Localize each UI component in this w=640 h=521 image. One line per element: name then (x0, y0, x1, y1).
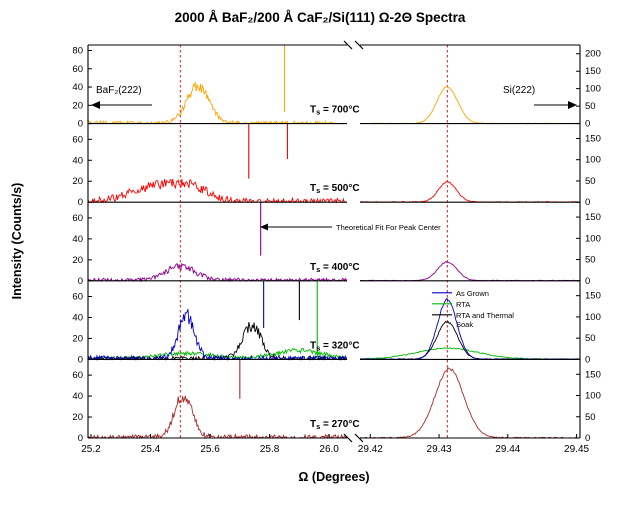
x-axis-label: Ω (Degrees) (298, 470, 370, 484)
left-tick-label: 0 (78, 197, 83, 208)
left-tick-label: 40 (72, 391, 83, 402)
right-tick-label: 0 (585, 354, 590, 365)
panel-temp-label: Ts = 700°C (310, 105, 360, 117)
axis-break-mark (343, 40, 353, 50)
left-tick-label: 60 (72, 134, 83, 145)
right-tick-label: 150 (585, 212, 601, 223)
left-tick-label: 0 (78, 276, 83, 287)
right-tick-label: 100 (585, 84, 601, 95)
left-tick-label: 0 (78, 354, 83, 365)
left-tick-label: 20 (72, 176, 83, 187)
right-tick-label: 100 (585, 233, 601, 244)
right-tick-label: 0 (585, 276, 590, 287)
left-tick-label: 20 (72, 333, 83, 344)
left-tick-label: 20 (72, 255, 83, 266)
left-tick-label: 40 (72, 312, 83, 323)
left-tick-label: 0 (78, 119, 83, 130)
left-tick-label: 60 (72, 213, 83, 224)
x-tick-label: 29.45 (564, 444, 589, 455)
left-tick-label: 0 (78, 433, 83, 444)
si-arrow-head (568, 101, 577, 109)
si-222-label: Si(222) (503, 85, 535, 96)
left-tick-label: 40 (72, 155, 83, 166)
left-tick-label: 40 (72, 82, 83, 93)
left-tick-label: 60 (72, 64, 83, 75)
x-tick-label: 25.2 (81, 444, 101, 455)
panel-temp-label: Ts = 400°C (310, 262, 360, 274)
right-tick-label: 0 (585, 433, 590, 444)
x-tick-label: 29.44 (495, 444, 520, 455)
right-tick-label: 50 (585, 333, 596, 344)
axis-break-mark (354, 433, 364, 443)
right-tick-label: 100 (585, 391, 601, 402)
axis-break-mark (343, 433, 353, 443)
legend-label: As Grown (456, 289, 489, 298)
legend-label: RTA (456, 300, 470, 309)
x-tick-label: 25.8 (260, 444, 280, 455)
x-tick-label: 25.4 (141, 444, 161, 455)
series-left-as-grown (87, 178, 347, 204)
left-tick-label: 20 (72, 412, 83, 423)
x-tick-label: 29.42 (358, 444, 383, 455)
legend-label: Soak (456, 320, 473, 329)
series-left-rta-thermal-soak (87, 322, 348, 362)
right-tick-label: 0 (585, 119, 590, 130)
x-tick-label: 29.43 (427, 444, 452, 455)
series-right-as-grown (359, 181, 581, 203)
panel-temp-label: Ts = 320°C (310, 340, 360, 352)
right-tick-label: 200 (585, 49, 601, 60)
right-tick-label: 50 (585, 176, 596, 187)
x-tick-label: 26.0 (319, 444, 339, 455)
left-tick-label: 60 (72, 292, 83, 303)
series-right-rta (359, 347, 581, 360)
right-tick-label: 50 (585, 412, 596, 423)
left-tick-label: 40 (72, 234, 83, 245)
right-tick-label: 100 (585, 155, 601, 166)
series-left-as-grown (87, 262, 348, 283)
left-tick-label: 80 (72, 45, 83, 56)
baf2-222-label: BaF₂(222) (96, 85, 142, 96)
right-tick-label: 150 (585, 369, 601, 380)
right-tick-label: 50 (585, 255, 596, 266)
right-tick-label: 150 (585, 66, 601, 77)
chart-title: 2000 Å BaF₂/200 Å CaF₂/Si(111) Ω-2Θ Spec… (174, 10, 466, 25)
fit-annotation-label: Theoretical Fit For Peak Center (336, 223, 441, 232)
panel-temp-label: Ts = 500°C (310, 183, 360, 195)
series-left-as-grown (87, 81, 347, 125)
axis-break-mark (354, 40, 364, 50)
series-left-as-grown (87, 395, 348, 440)
right-tick-label: 150 (585, 133, 601, 144)
panel-4: 0 20 40 60 0 50 100 150 Ts = 270°C (72, 359, 601, 444)
panel-1: 0 20 40 60 0 50 100 150 Ts = 500°C (72, 123, 601, 208)
right-tick-label: 50 (585, 101, 596, 112)
baf2-arrow-head (91, 101, 100, 109)
y-axis-label: Intensity (Counts/s) (10, 182, 24, 300)
panel-temp-label: Ts = 270°C (310, 419, 360, 431)
series-right-as-grown (359, 367, 581, 439)
right-tick-label: 150 (585, 291, 601, 302)
series-left-as-grown (87, 309, 347, 362)
right-tick-label: 0 (585, 197, 590, 208)
fit-arrow-head (260, 223, 268, 231)
left-tick-label: 60 (72, 370, 83, 381)
annotations: BaF₂(222) Si(222) Theoretical Fit For Peak… (91, 85, 577, 232)
right-tick-label: 100 (585, 312, 601, 323)
left-tick-label: 20 (72, 100, 83, 111)
panel-2: 0 20 40 60 0 50 100 150 Ts = 400°C (72, 202, 601, 287)
legend-label: RTA and Thermal (456, 311, 514, 320)
axes-frame: 25.2 25.4 25.6 25.8 26.0 29.42 29.43 29.44 29.45 (81, 40, 590, 455)
panel-3: 0 20 40 60 0 50 100 150 Ts = 320°C (72, 280, 601, 365)
series-right-as-grown (359, 260, 581, 282)
x-tick-label: 25.6 (200, 444, 220, 455)
